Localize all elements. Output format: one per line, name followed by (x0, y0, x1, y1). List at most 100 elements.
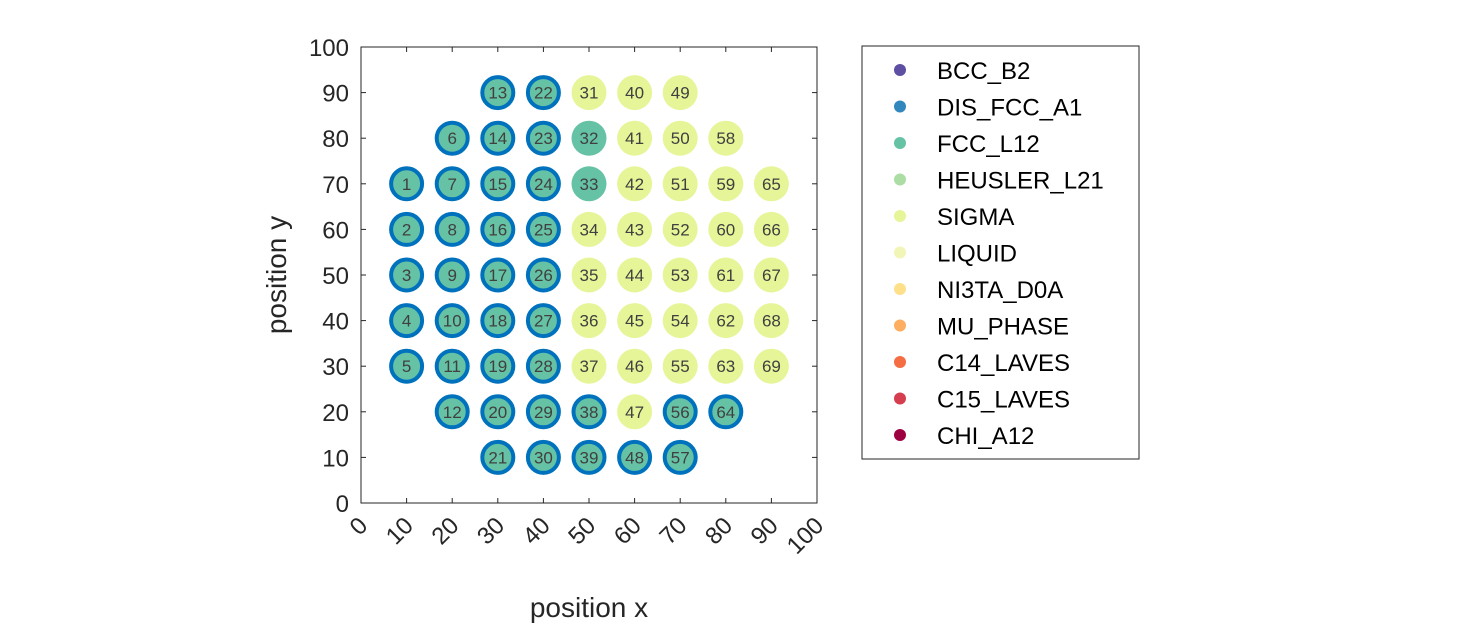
point-marker (617, 303, 653, 339)
point-marker (662, 303, 698, 339)
legend-entry: C14_LAVES (894, 350, 1070, 377)
point-marker (753, 257, 789, 293)
data-point: 25 (525, 211, 561, 247)
data-point: 50 (662, 120, 698, 156)
point-marker (617, 257, 653, 293)
point-marker-ringed (662, 439, 698, 475)
point-label: 33 (580, 175, 599, 194)
point-label: 8 (447, 220, 456, 239)
y-tick-label: 90 (322, 81, 349, 108)
y-tick-label: 80 (322, 126, 349, 153)
point-label: 39 (580, 448, 599, 467)
point-marker-ringed (434, 120, 470, 156)
point-label: 29 (534, 403, 553, 422)
point-marker (571, 211, 607, 247)
legend-entry-label: BCC_B2 (937, 58, 1030, 85)
point-marker (708, 166, 744, 202)
data-point: 51 (662, 166, 698, 202)
data-point: 55 (662, 348, 698, 384)
data-point: 8 (434, 211, 470, 247)
legend-entry-label: NI3TA_D0A (937, 277, 1063, 304)
legend-entry-label: SIGMA (937, 204, 1014, 231)
data-point: 6 (434, 120, 470, 156)
data-point: 44 (617, 257, 653, 293)
data-point: 62 (708, 303, 744, 339)
point-label: 65 (762, 175, 781, 194)
point-marker-ringed (662, 394, 698, 430)
data-point: 48 (617, 439, 653, 475)
point-label: 26 (534, 266, 553, 285)
data-point: 24 (525, 166, 561, 202)
point-label: 22 (534, 84, 553, 103)
legend-entry: BCC_B2 (894, 58, 1030, 85)
data-point: 27 (525, 303, 561, 339)
data-point: 37 (571, 348, 607, 384)
point-marker-ringed (525, 257, 561, 293)
axis-ticks (360, 46, 818, 504)
point-marker (708, 120, 744, 156)
legend-marker (894, 137, 906, 149)
point-marker-ringed (708, 394, 744, 430)
point-marker-ringed (480, 257, 516, 293)
data-point: 54 (662, 303, 698, 339)
legend-marker (894, 392, 906, 405)
data-point: 23 (525, 120, 561, 156)
y-tick-label: 0 (336, 491, 349, 518)
legend-entry-label: DIS_FCC_A1 (937, 95, 1082, 122)
data-point: 12 (434, 394, 470, 430)
point-label: 53 (671, 266, 690, 285)
point-marker (617, 394, 653, 430)
point-marker-ringed (525, 303, 561, 339)
point-marker (617, 75, 653, 111)
point-label: 63 (716, 357, 735, 376)
data-point: 11 (434, 348, 470, 384)
point-marker (753, 211, 789, 247)
point-label: 41 (625, 129, 644, 148)
point-marker (617, 120, 653, 156)
legend-entry-label: LIQUID (937, 241, 1017, 268)
point-marker-ringed (480, 211, 516, 247)
point-marker-ringed (525, 394, 561, 430)
point-label: 36 (580, 312, 599, 331)
point-marker (753, 303, 789, 339)
data-point: 56 (662, 394, 698, 430)
point-label: 31 (580, 84, 599, 103)
point-label: 16 (488, 220, 507, 239)
point-marker (571, 120, 607, 156)
point-marker (662, 348, 698, 384)
data-point: 67 (753, 257, 789, 293)
data-points: 1234567891011121314151617181920212223242… (389, 75, 789, 475)
point-label: 7 (447, 175, 456, 194)
point-label: 21 (488, 448, 507, 467)
point-marker (708, 211, 744, 247)
y-tick-label: 60 (322, 217, 349, 244)
legend-marker (894, 429, 906, 441)
point-label: 25 (534, 220, 553, 239)
point-marker-ringed (434, 257, 470, 293)
point-label: 4 (402, 312, 411, 331)
point-label: 45 (625, 312, 644, 331)
point-label: 2 (402, 220, 411, 239)
point-marker-ringed (389, 303, 425, 339)
data-point: 35 (571, 257, 607, 293)
point-label: 66 (762, 220, 781, 239)
data-point: 20 (480, 394, 516, 430)
point-label: 40 (625, 84, 644, 103)
data-point: 47 (617, 394, 653, 430)
point-marker-ringed (571, 394, 607, 430)
point-marker-ringed (525, 211, 561, 247)
point-marker (662, 166, 698, 202)
point-label: 23 (534, 129, 553, 148)
data-point: 64 (708, 394, 744, 430)
point-marker (571, 75, 607, 111)
point-marker-ringed (480, 439, 516, 475)
point-marker (662, 211, 698, 247)
legend-marker (894, 356, 906, 368)
data-point: 58 (708, 120, 744, 156)
point-label: 64 (716, 403, 735, 422)
point-marker-ringed (389, 211, 425, 247)
point-label: 32 (580, 129, 599, 148)
point-label: 46 (625, 357, 644, 376)
data-point: 4 (389, 303, 425, 339)
